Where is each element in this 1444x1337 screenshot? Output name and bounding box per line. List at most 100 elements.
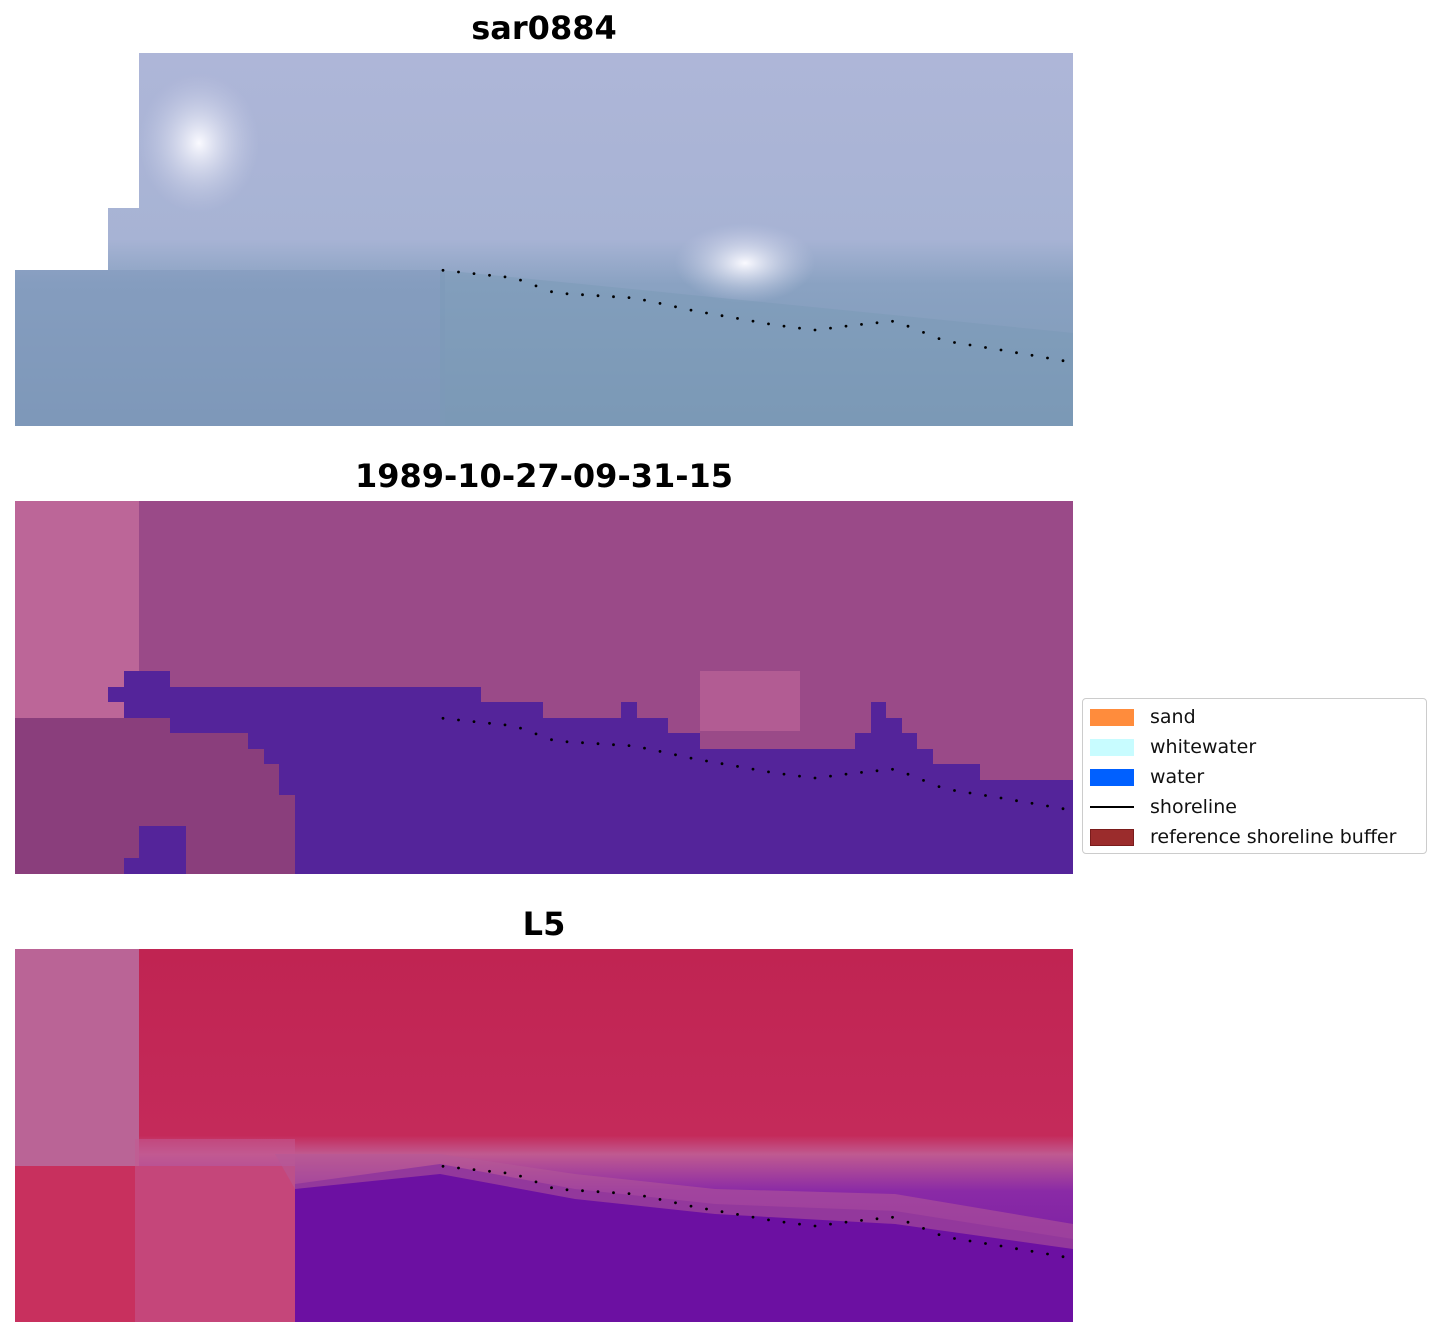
panel-title-index: L5 [522,905,566,943]
shoreline-dot [953,1237,956,1240]
shoreline-dot [953,341,956,344]
sand-swatch [1090,708,1134,726]
shoreline-dot [596,294,600,298]
shoreline-dot [1030,1249,1034,1253]
shoreline-dot [999,348,1003,352]
legend: sand whitewater water shoreline referenc… [1082,698,1427,854]
shoreline-dot [689,308,693,312]
index-water-region [295,1164,1073,1322]
shoreline-dot [689,1204,693,1208]
shoreline-dot [627,744,631,747]
shoreline-dot [782,324,786,328]
shoreline-dot [720,1210,724,1214]
shoreline-dot [720,314,724,318]
shoreline-dot [658,1198,662,1201]
shoreline-dot [875,769,879,773]
water-area [440,270,1073,426]
shoreline-dot [674,305,677,309]
shoreline-dot [1015,351,1018,355]
shoreline-dot [860,1219,863,1222]
legend-label: shoreline [1150,796,1237,818]
shoreline-dot [705,759,708,763]
shoreline-dot [1015,1247,1018,1251]
shoreline-dot [891,767,894,771]
shoreline-dot [922,331,925,334]
shoreline-dot [829,1222,832,1226]
shoreline-dot [472,272,476,275]
index-image-panel [15,949,1073,1322]
shoreline-dot [813,328,817,332]
whitewater-swatch [1090,738,1134,756]
shoreline-dot [968,1239,972,1243]
shoreline-dot [488,273,491,277]
shoreline-dot [612,1191,615,1195]
shoreline-dot [488,721,491,725]
shoreline-line-swatch [1090,806,1134,808]
shoreline-dot [534,284,538,288]
shoreline-dot [581,741,584,745]
shoreline-dot [798,774,801,778]
shoreline-dot [875,321,879,325]
shoreline-dot [550,738,553,742]
shoreline-dot [782,772,786,776]
shoreline-dot [736,317,739,320]
shoreline-dot [829,774,832,778]
shoreline-dot [1046,1252,1049,1256]
shoreline-dot [457,1166,460,1170]
index-transition [275,1154,1073,1249]
legend-label: sand [1150,706,1196,728]
legend-item-sand: sand [1090,706,1196,728]
shoreline-dot [751,319,755,323]
shoreline-dot [751,767,755,771]
shoreline-dot [798,1222,801,1226]
shoreline-dot [550,1186,553,1190]
shoreline-dot [813,1224,817,1228]
index-light-region [108,1104,139,1166]
shoreline-dot [968,343,972,347]
shoreline-dot [674,753,677,757]
shoreline-dot [999,796,1003,800]
shoreline-dot [1046,804,1049,808]
shoreline-dot [906,1220,910,1224]
shoreline-dot [472,1168,476,1171]
shoreline-dot [798,326,801,330]
shoreline-dot [581,1189,584,1193]
bright-land-patch [139,73,259,213]
shoreline-dot [674,1201,677,1205]
shoreline-dot [705,1207,708,1211]
legend-label: water [1150,766,1205,788]
shoreline-dot [565,740,569,744]
shoreline-dot [906,324,910,328]
shoreline-dot [968,791,972,795]
shoreline-dot [782,1220,786,1224]
shoreline-dot [875,1217,879,1221]
shoreline-dot [503,723,507,727]
shoreline-dot [1046,356,1049,360]
shoreline-dot [503,275,507,279]
shoreline-dot [643,1194,646,1198]
legend-item-buffer: reference shoreline buffer [1090,826,1396,848]
shoreline-dot [1061,1255,1065,1259]
shoreline-dot [705,311,708,315]
shoreline-dot [565,292,569,296]
shoreline-dot [937,1233,941,1236]
shoreline-dot [922,779,925,782]
shoreline-dot [627,1192,631,1195]
shoreline-dot [937,785,941,788]
shoreline-dot [984,794,987,797]
shoreline-dot [767,322,770,326]
shoreline-dot [643,298,646,302]
shoreline-dot [612,743,615,747]
shoreline-dot [658,750,662,753]
shoreline-dot [689,756,693,760]
shoreline-dot [658,302,662,305]
shoreline-dot [891,319,894,323]
shoreline-dot [581,293,584,297]
shoreline-dot [844,772,848,776]
shoreline-dot [860,771,863,774]
shoreline-dot [720,762,724,766]
shoreline-dot [891,1215,894,1219]
shoreline-dot [1030,801,1034,805]
water-class [124,826,186,874]
shoreline-dot [519,1174,522,1178]
